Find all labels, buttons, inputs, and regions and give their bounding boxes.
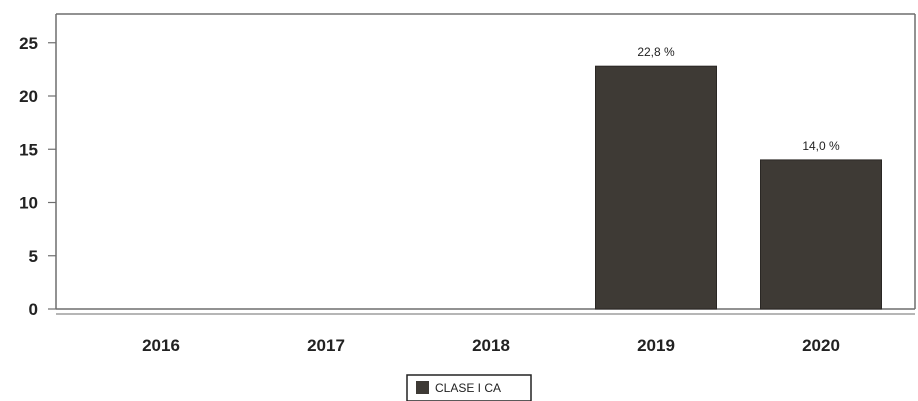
x-tick-label: 2019 xyxy=(637,336,675,355)
legend: CLASE I CA xyxy=(407,375,531,401)
y-tick-label: 5 xyxy=(29,247,38,266)
x-axis-ticks: 2016 2017 2018 2019 2020 xyxy=(142,336,840,355)
x-tick-label: 2016 xyxy=(142,336,180,355)
y-tick-label: 10 xyxy=(19,194,38,213)
y-axis-ticks: 0 5 10 15 20 25 xyxy=(19,34,56,319)
y-tick-label: 15 xyxy=(19,140,38,159)
legend-swatch xyxy=(416,381,429,394)
y-tick-label: 25 xyxy=(19,34,38,53)
bar-2020 xyxy=(761,160,882,309)
x-tick-label: 2018 xyxy=(472,336,510,355)
legend-label: CLASE I CA xyxy=(435,381,501,395)
data-label-2019: 22,8 % xyxy=(637,45,675,59)
y-tick-label: 20 xyxy=(19,87,38,106)
x-tick-label: 2020 xyxy=(802,336,840,355)
x-tick-label: 2017 xyxy=(307,336,345,355)
bar-2019 xyxy=(596,66,717,309)
y-tick-label: 0 xyxy=(29,300,38,319)
bars xyxy=(596,66,882,309)
data-label-2020: 14,0 % xyxy=(802,139,840,153)
